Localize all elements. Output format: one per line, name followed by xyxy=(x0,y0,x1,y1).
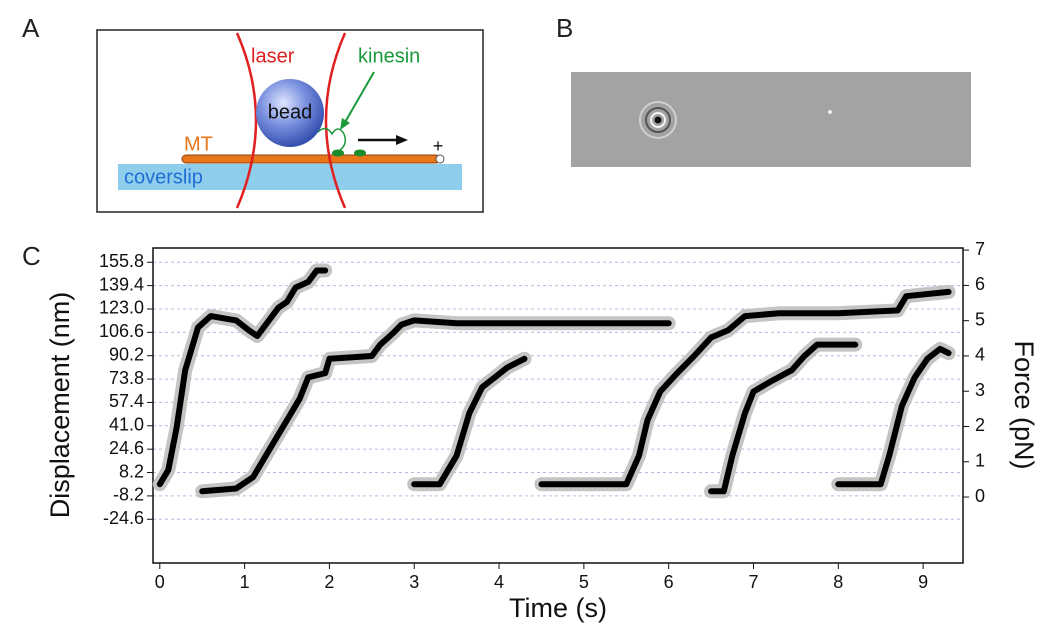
kinesin xyxy=(317,127,347,151)
x-tick-label: 0 xyxy=(155,572,165,592)
y2-tick-label: 3 xyxy=(975,380,985,400)
x-axis-title: Time (s) xyxy=(509,593,607,623)
diffraction-ring xyxy=(639,101,677,139)
arrow-head xyxy=(396,135,408,145)
y-tick-label: -8.2 xyxy=(113,485,144,505)
x-tick-label: 3 xyxy=(409,572,419,592)
y2-tick-label: 4 xyxy=(975,345,985,365)
y-tick-label: 139.4 xyxy=(99,274,144,294)
trace-band xyxy=(195,313,676,499)
y2-axis-title: Force (pN) xyxy=(1009,340,1039,469)
diffraction-ring xyxy=(645,107,671,133)
trace xyxy=(199,317,672,495)
y-tick-label: 73.8 xyxy=(109,368,144,388)
diffraction-ring xyxy=(650,112,666,128)
bead-label: bead xyxy=(268,101,313,123)
pointer-arrow xyxy=(343,71,375,125)
y-tick-label: -24.6 xyxy=(103,508,144,528)
y-tick-label: 155.8 xyxy=(99,251,144,271)
x-tick-label: 6 xyxy=(664,572,674,592)
y-tick-label: 57.4 xyxy=(109,391,144,411)
plot-frame xyxy=(152,247,964,564)
coverslip-label: coverslip xyxy=(124,166,203,188)
x-tick-label: 4 xyxy=(494,572,504,592)
trace-band xyxy=(704,337,863,499)
y2-tick-label: 6 xyxy=(975,274,985,294)
mt-label: MT xyxy=(184,133,213,155)
plus-end xyxy=(435,154,445,164)
microtubule xyxy=(181,154,441,164)
y-tick-label: 90.2 xyxy=(109,344,144,364)
arrow-head xyxy=(340,118,350,130)
trace xyxy=(156,267,329,488)
panel-label: C xyxy=(22,241,41,271)
bead-image xyxy=(654,116,662,124)
coverslip xyxy=(118,164,462,190)
trace xyxy=(411,355,528,488)
x-tick-label: 2 xyxy=(324,572,334,592)
micrograph-image xyxy=(571,72,971,167)
y-tick-label: 8.2 xyxy=(119,461,144,481)
schematic: coverslip + MT laser bead kinesin xyxy=(96,29,484,213)
y2-tick-label: 2 xyxy=(975,415,985,435)
y2-tick-label: 7 xyxy=(975,239,985,259)
x-tick-label: 7 xyxy=(748,572,758,592)
y2-tick-label: 5 xyxy=(975,309,985,329)
panel-label: B xyxy=(556,13,573,43)
y2-tick-label: 0 xyxy=(975,486,985,506)
chart: Time (s) Displacement (nm) Force (pN) -2… xyxy=(45,239,1039,623)
kinesin-label: kinesin xyxy=(358,45,420,67)
y-tick-label: 24.6 xyxy=(109,438,144,458)
x-tick-label: 8 xyxy=(833,572,843,592)
y-tick-label: 106.6 xyxy=(99,321,144,341)
kinesin-head xyxy=(332,149,344,157)
bead xyxy=(256,79,324,147)
x-tick-label: 1 xyxy=(240,572,250,592)
plus-label: + xyxy=(433,136,444,156)
trace xyxy=(835,345,952,488)
trace xyxy=(538,288,952,488)
trace-band xyxy=(831,341,956,492)
panel-label: A xyxy=(22,13,40,43)
laser-label: laser xyxy=(251,45,295,67)
y-tick-label: 123.0 xyxy=(99,298,144,318)
kinesin-head xyxy=(354,149,366,157)
laser-beam xyxy=(235,32,258,209)
y-axis-title: Displacement (nm) xyxy=(45,292,75,519)
y2-tick-label: 1 xyxy=(975,451,985,471)
x-tick-label: 9 xyxy=(918,572,928,592)
speck xyxy=(828,110,832,114)
y-tick-label: 41.0 xyxy=(109,415,144,435)
trace xyxy=(708,341,859,495)
micrograph xyxy=(571,72,971,167)
x-tick-label: 5 xyxy=(579,572,589,592)
laser-beam xyxy=(324,32,347,209)
